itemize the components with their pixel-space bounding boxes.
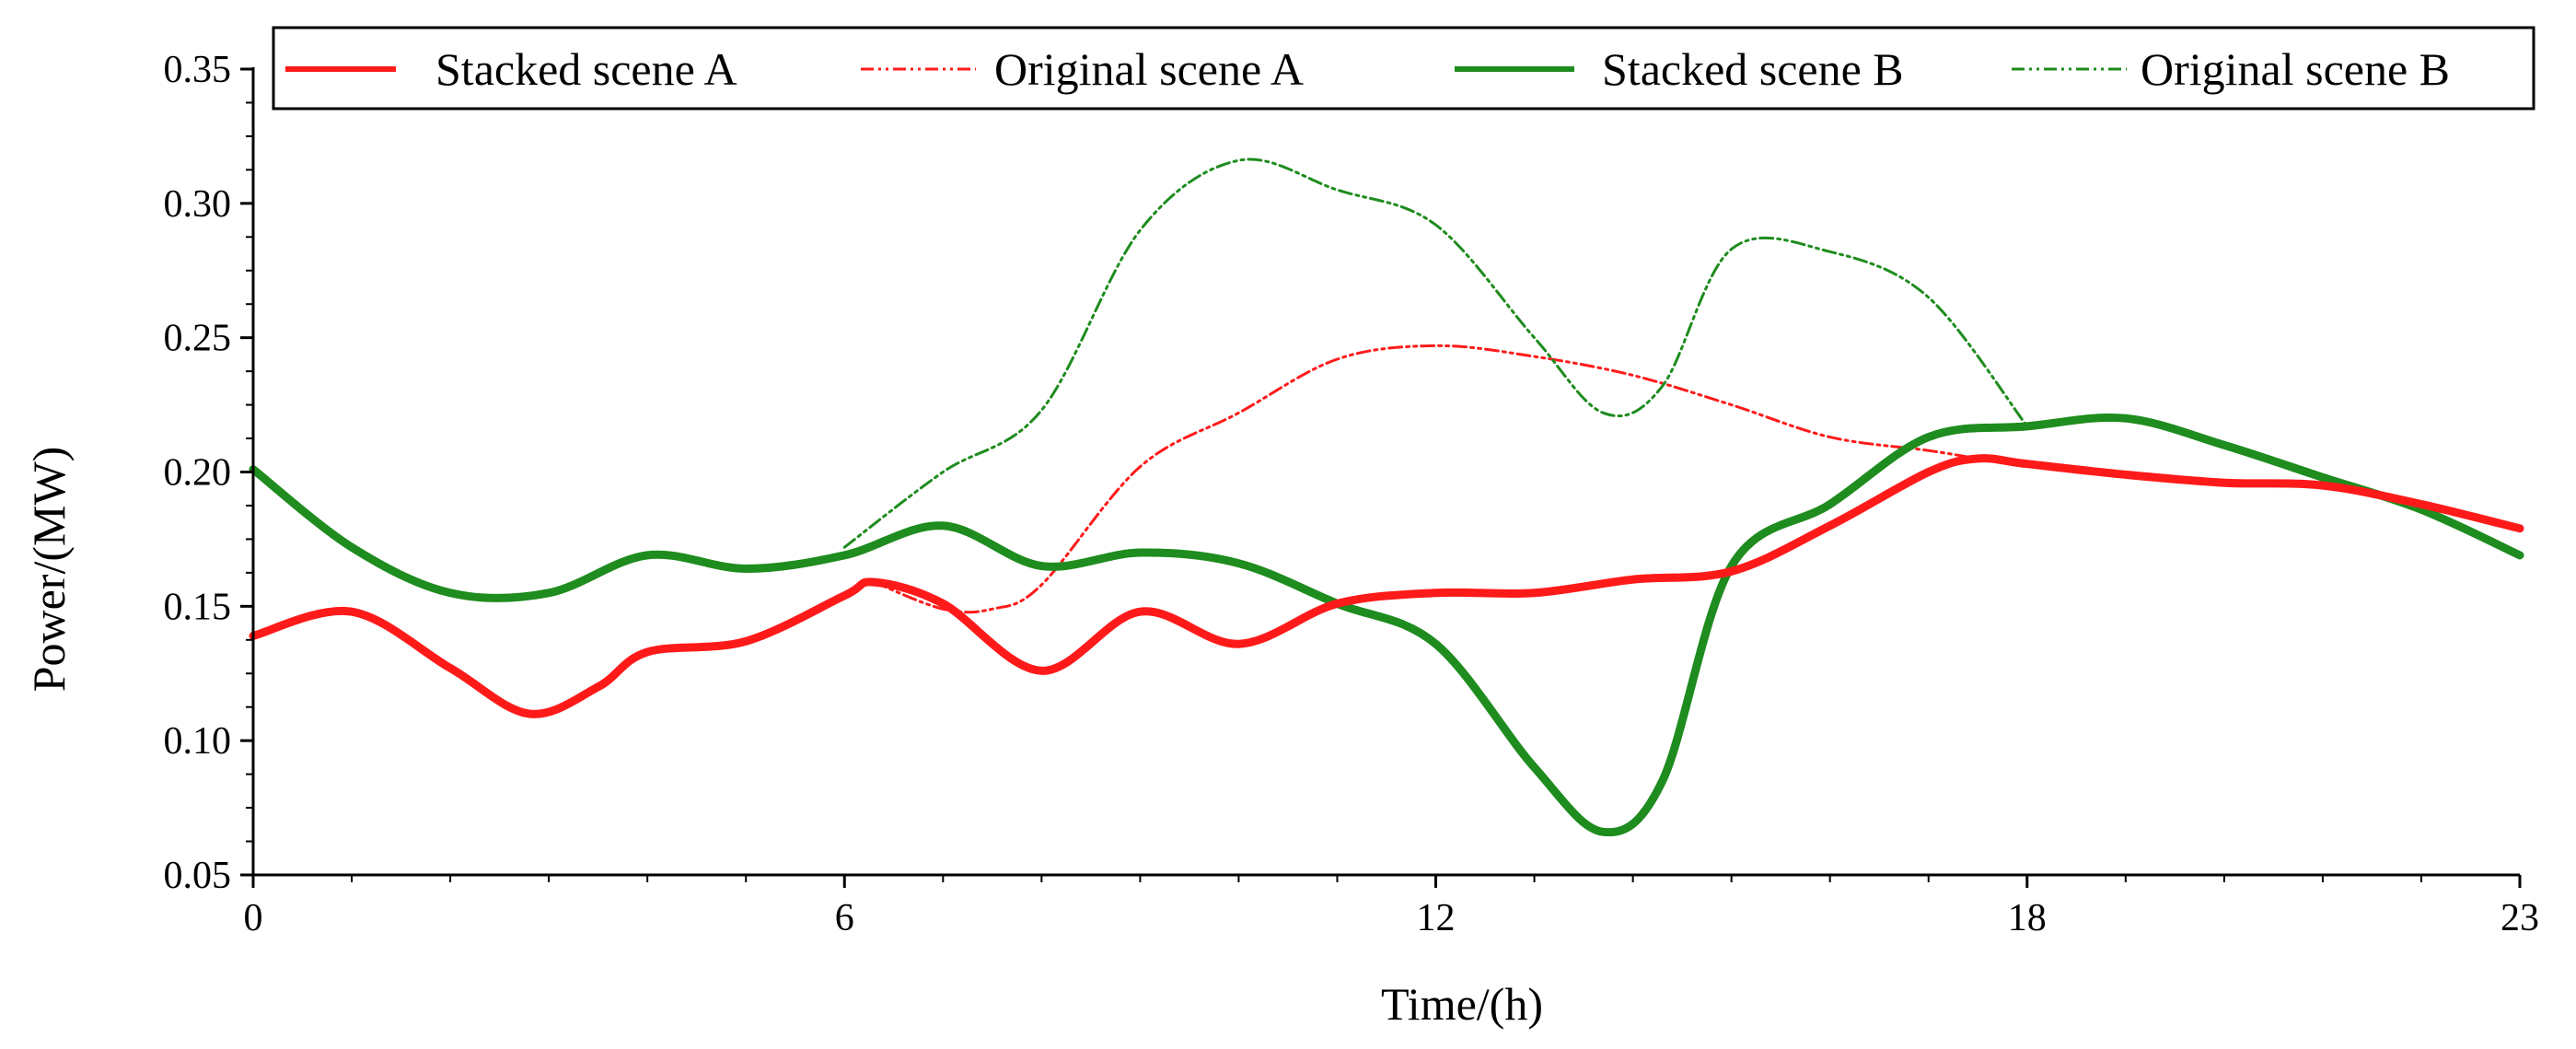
y-tick-label: 0.30	[164, 183, 232, 226]
y-tick-label: 0.20	[164, 452, 232, 495]
x-tick-label: 6	[835, 897, 854, 939]
series-line-original-scene-b	[842, 157, 2029, 549]
x-tick-label: 18	[2008, 897, 2047, 939]
legend-box	[272, 26, 2535, 111]
legend-label: Original scene A	[994, 43, 1304, 95]
x-tick-label: 12	[1417, 897, 1456, 939]
x-tick-label: 23	[2501, 897, 2539, 939]
y-tick-label: 0.35	[164, 49, 232, 91]
y-tick-label: 0.25	[164, 318, 232, 360]
legend-label: Stacked scene B	[1602, 43, 1904, 95]
legend-label: Original scene B	[2141, 43, 2450, 95]
axes: 0.05 0.10 0.15 0.20 0.25 0.30 0.35 0 6 12 18 23	[164, 49, 2540, 939]
y-axis-title: Power/(MW)	[23, 447, 75, 693]
series-line-stacked-scene-a	[249, 454, 2524, 718]
y-tick-label: 0.10	[164, 720, 232, 763]
x-tick-label: 0	[244, 897, 263, 939]
series-layer	[249, 157, 2524, 837]
y-tick-label: 0.15	[164, 586, 232, 628]
legend-label: Stacked scene A	[435, 43, 737, 95]
x-axis-title: Time/(h)	[1381, 978, 1543, 1030]
series-line-stacked-scene-b	[249, 413, 2524, 837]
series-line-original-scene-a	[872, 344, 1979, 614]
y-tick-label: 0.05	[164, 855, 232, 897]
legend: Stacked scene A Original scene A Stacked s…	[272, 26, 2535, 111]
